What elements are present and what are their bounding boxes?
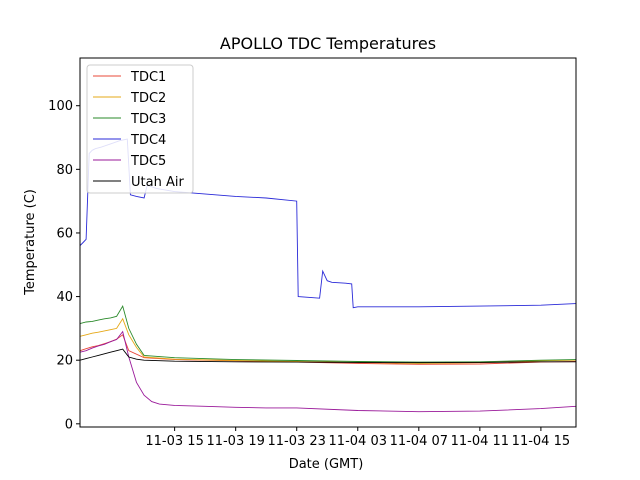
legend-label: Utah Air	[131, 175, 184, 190]
y-tick-label: 20	[56, 354, 73, 369]
x-tick-label: 11-04 11	[451, 434, 509, 449]
legend-label: TDC1	[130, 70, 166, 85]
legend-label: TDC5	[130, 154, 166, 169]
ticks-layer: 0 20 40 60 80 100 11-03 15 11-03 19 11-03 23 11-0…	[48, 99, 570, 449]
y-tick-label: 40	[56, 290, 73, 305]
x-tick-label: 11-04 03	[329, 434, 387, 449]
legend: TDC1 TDC2 TDC3 TDC4 TDC5 Utah Air	[86, 64, 194, 194]
y-tick-label: 0	[65, 417, 73, 432]
series-line-tdc5	[80, 330, 576, 413]
chart-title: APOLLO TDC Temperatures	[220, 34, 436, 53]
x-tick-label: 11-04 15	[512, 434, 570, 449]
legend-label: TDC2	[130, 91, 166, 106]
series-line-tdc1	[80, 334, 576, 365]
x-tick-label: 11-03 23	[267, 434, 325, 449]
legend-label: TDC4	[130, 133, 166, 148]
x-axis-label: Date (GMT)	[289, 457, 364, 472]
x-tick-label: 11-03 15	[145, 434, 203, 449]
series-line-tdc2	[80, 317, 576, 364]
legend-label: TDC3	[130, 112, 166, 127]
series-line-tdc3	[80, 304, 576, 363]
x-tick-label: 11-03 19	[206, 434, 264, 449]
y-axis-label: Temperature (C)	[23, 189, 38, 296]
plot-frame	[79, 57, 577, 428]
y-tick-label: 100	[48, 99, 73, 114]
series-line-utah-air	[80, 348, 576, 364]
y-tick-label: 60	[56, 226, 73, 241]
x-tick-label: 11-04 07	[390, 434, 448, 449]
y-tick-label: 80	[56, 163, 73, 178]
